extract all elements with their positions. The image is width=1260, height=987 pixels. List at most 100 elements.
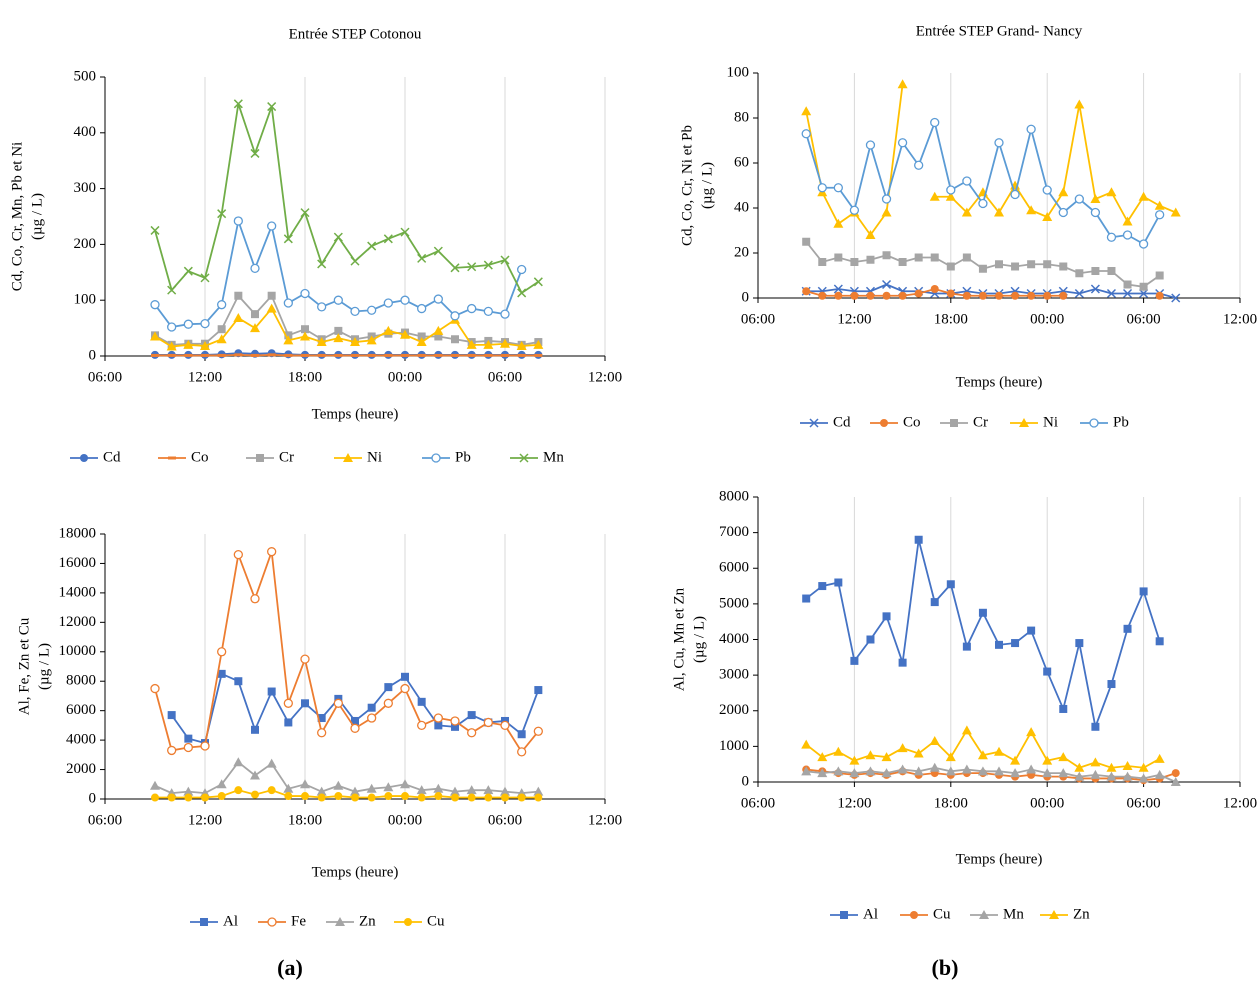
series-line bbox=[154, 294, 539, 346]
marker bbox=[234, 291, 243, 300]
marker bbox=[267, 221, 277, 231]
marker bbox=[1011, 291, 1020, 300]
marker bbox=[517, 288, 527, 298]
series-line bbox=[155, 353, 539, 357]
y-tick-label: 40 bbox=[734, 199, 749, 215]
y-tick-label: 300 bbox=[74, 180, 97, 196]
marker bbox=[961, 207, 972, 217]
marker bbox=[897, 138, 908, 148]
y-tick-label: 6000 bbox=[719, 560, 749, 576]
marker bbox=[433, 246, 443, 256]
marker bbox=[434, 332, 443, 341]
marker bbox=[250, 148, 260, 158]
marker bbox=[834, 578, 843, 587]
legend-label: Cr bbox=[973, 414, 988, 430]
marker bbox=[1059, 291, 1068, 300]
marker bbox=[534, 793, 543, 802]
series-line bbox=[805, 539, 1161, 731]
marker bbox=[450, 716, 460, 726]
marker bbox=[978, 198, 988, 209]
marker bbox=[233, 313, 244, 323]
marker bbox=[1058, 207, 1068, 218]
marker bbox=[284, 331, 293, 340]
y-tick-label: 0 bbox=[89, 790, 97, 806]
marker bbox=[350, 723, 360, 733]
y-axis-label: Cd, Co, Cr, Ni et Pb bbox=[679, 125, 695, 246]
marker bbox=[200, 340, 210, 350]
y-tick-label: 16000 bbox=[59, 555, 97, 571]
marker bbox=[450, 263, 460, 273]
marker bbox=[882, 251, 891, 260]
marker bbox=[484, 793, 493, 802]
x-tick-label: 00:00 bbox=[388, 369, 422, 385]
marker bbox=[316, 786, 327, 796]
marker bbox=[881, 194, 892, 204]
marker bbox=[184, 734, 193, 743]
y-tick-label: 5000 bbox=[719, 595, 749, 611]
marker bbox=[802, 287, 811, 296]
marker bbox=[833, 218, 844, 228]
legend-label: Pb bbox=[1113, 414, 1129, 430]
marker bbox=[866, 255, 875, 264]
marker bbox=[1042, 185, 1052, 195]
marker bbox=[301, 792, 309, 801]
marker bbox=[962, 642, 971, 651]
marker bbox=[818, 582, 827, 591]
marker bbox=[167, 322, 177, 332]
marker bbox=[267, 786, 276, 795]
marker bbox=[945, 191, 956, 201]
marker bbox=[850, 291, 859, 300]
marker bbox=[434, 721, 443, 730]
marker bbox=[850, 258, 859, 266]
marker bbox=[401, 672, 409, 681]
legend-label: Al bbox=[223, 913, 238, 929]
marker bbox=[267, 547, 277, 557]
x-axis-label: Temps (heure) bbox=[956, 851, 1043, 867]
marker bbox=[533, 339, 544, 349]
marker bbox=[317, 302, 327, 312]
legend-label: Cd bbox=[103, 449, 121, 465]
marker bbox=[451, 722, 459, 731]
chart-title: Entrée STEP Grand- Nancy bbox=[916, 23, 1083, 39]
marker bbox=[267, 687, 276, 696]
marker bbox=[250, 770, 260, 780]
y-tick-label: 18000 bbox=[59, 525, 97, 541]
y-tick-label: 4000 bbox=[719, 631, 749, 647]
legend-marker bbox=[80, 454, 88, 462]
marker bbox=[1026, 124, 1036, 134]
marker bbox=[483, 260, 493, 270]
marker bbox=[802, 594, 811, 603]
marker bbox=[417, 720, 427, 731]
marker bbox=[266, 758, 277, 768]
marker bbox=[1010, 755, 1021, 765]
marker bbox=[1075, 269, 1084, 278]
marker bbox=[1027, 260, 1036, 269]
marker bbox=[483, 717, 493, 728]
marker bbox=[1042, 755, 1053, 765]
marker bbox=[1090, 207, 1101, 218]
marker bbox=[1042, 212, 1053, 221]
marker bbox=[183, 319, 193, 329]
marker bbox=[350, 337, 360, 347]
legend-marker bbox=[404, 918, 412, 926]
marker bbox=[897, 79, 908, 89]
marker bbox=[946, 262, 955, 271]
marker bbox=[217, 647, 227, 657]
marker bbox=[216, 779, 227, 789]
marker bbox=[250, 594, 260, 604]
x-axis-label: Temps (heure) bbox=[956, 374, 1043, 390]
marker bbox=[367, 305, 377, 315]
y-axis-label: Al, Cu, Mn et Zn bbox=[671, 587, 687, 691]
marker bbox=[217, 325, 226, 334]
marker bbox=[384, 683, 393, 692]
marker bbox=[400, 227, 410, 237]
marker bbox=[1011, 262, 1020, 271]
marker bbox=[1090, 194, 1101, 203]
marker bbox=[500, 309, 510, 319]
marker bbox=[994, 746, 1004, 756]
x-tick-label: 06:00 bbox=[741, 795, 775, 811]
marker bbox=[333, 333, 344, 343]
marker bbox=[850, 656, 859, 665]
marker bbox=[1122, 771, 1133, 781]
legend-label: Cd bbox=[833, 414, 851, 430]
